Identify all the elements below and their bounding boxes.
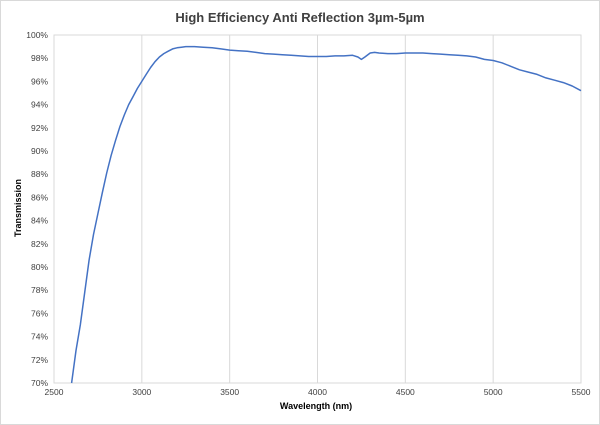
x-tick-label: 4000 [308, 387, 327, 397]
y-tick-label: 88% [31, 169, 48, 179]
x-tick-label: 3000 [132, 387, 151, 397]
y-tick-label: 92% [31, 123, 48, 133]
y-tick-label: 86% [31, 192, 48, 202]
y-tick-label: 76% [31, 308, 48, 318]
plot-border [53, 34, 582, 384]
y-tick-label: 74% [31, 332, 48, 342]
series-line [70, 45, 582, 384]
y-tick-label: 90% [31, 146, 48, 156]
x-axis-ticks: 2500 3000 3500 4000 4500 5000 5500 [45, 387, 591, 397]
y-tick-label: 100% [26, 30, 48, 40]
x-tick-label: 5500 [572, 387, 591, 397]
x-tick-label: 5000 [484, 387, 503, 397]
x-tick-label: 3500 [220, 387, 239, 397]
y-axis-title: Transmission [13, 179, 23, 237]
x-tick-label: 2500 [45, 387, 64, 397]
y-axis-ticks: 70% 72% 74% 76% 78% 80% 82% 84% 86% 88% 90% 92% 94% 9… [26, 30, 48, 388]
y-tick-label: 98% [31, 53, 48, 63]
y-tick-label: 70% [31, 378, 48, 388]
x-tick-label: 4500 [396, 387, 415, 397]
gridlines [53, 35, 582, 383]
y-tick-label: 94% [31, 100, 48, 110]
plot-area [53, 34, 582, 384]
y-tick-label: 80% [31, 262, 48, 272]
chart-title: High Efficiency Anti Reflection 3µm-5µm [175, 10, 424, 25]
x-axis-title: Wavelength (nm) [280, 401, 352, 411]
y-tick-label: 82% [31, 239, 48, 249]
y-tick-label: 72% [31, 355, 48, 365]
y-tick-label: 96% [31, 76, 48, 86]
y-tick-label: 78% [31, 285, 48, 295]
y-tick-label: 84% [31, 216, 48, 226]
